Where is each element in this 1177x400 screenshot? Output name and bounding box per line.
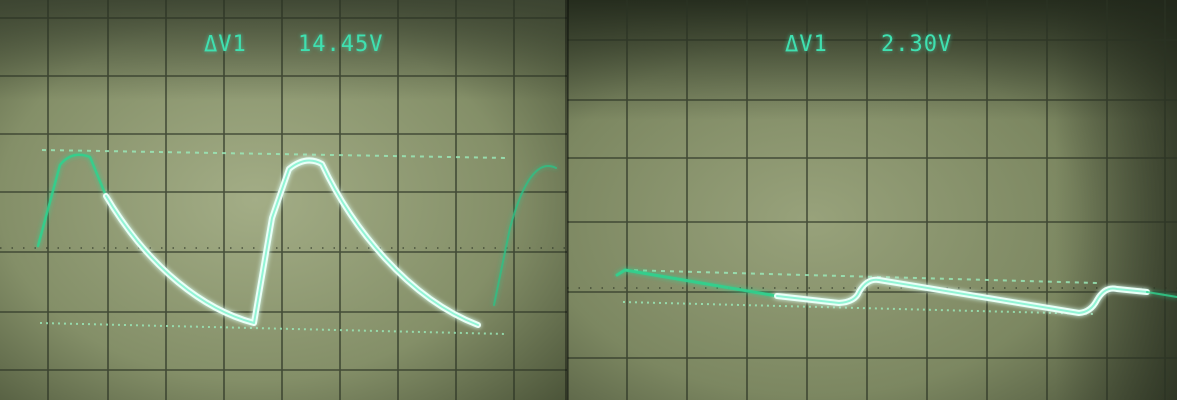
cursor-line-top xyxy=(624,269,1098,284)
cursor-line-top xyxy=(41,149,509,159)
screen-right-graphics xyxy=(567,0,1177,400)
waveform-right xyxy=(615,268,1177,316)
delta-v-label-right: ΔV1 xyxy=(785,32,828,57)
waveform-left xyxy=(36,153,557,328)
delta-v-value-left: 14.45V xyxy=(298,32,384,57)
cursor-line-bottom xyxy=(622,301,1096,315)
screen-right-shade xyxy=(567,0,1177,400)
screen-top-shade xyxy=(0,0,567,400)
screen-left-graphics xyxy=(0,0,567,400)
oscilloscope-screen-right: ΔV1 2.30V xyxy=(567,0,1177,400)
photo-seam xyxy=(565,0,569,400)
graticule-grid xyxy=(567,0,1177,400)
oscilloscope-screen-left: ΔV1 14.45V xyxy=(0,0,567,400)
delta-v-label-left: ΔV1 xyxy=(204,32,247,57)
delta-v-value-right: 2.30V xyxy=(881,32,953,57)
graticule-grid xyxy=(0,0,567,400)
